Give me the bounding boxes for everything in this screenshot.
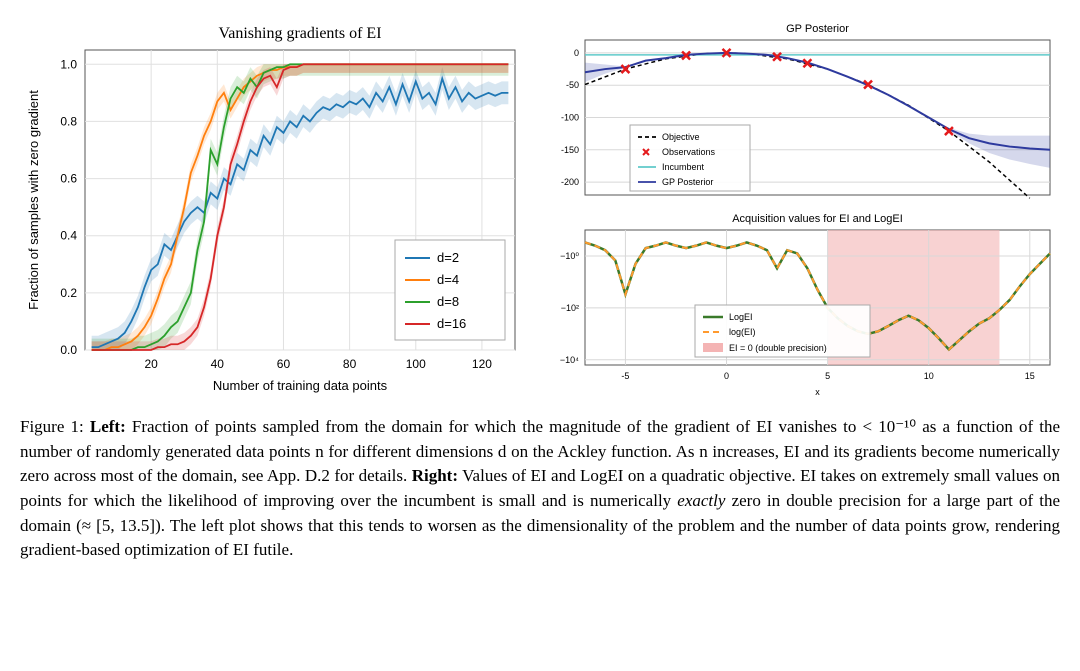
svg-text:0.8: 0.8	[60, 114, 77, 128]
svg-text:GP Posterior: GP Posterior	[662, 177, 713, 187]
svg-text:Acquisition values for EI and: Acquisition values for EI and LogEI	[732, 213, 903, 225]
svg-text:Fraction of samples with zero: Fraction of samples with zero gradient	[26, 90, 41, 310]
svg-text:d=2: d=2	[437, 250, 459, 265]
svg-text:60: 60	[277, 357, 291, 371]
svg-text:Number of training data points: Number of training data points	[213, 378, 388, 393]
svg-text:0.4: 0.4	[60, 229, 77, 243]
svg-text:Objective: Objective	[662, 132, 700, 142]
svg-text:-5: -5	[621, 371, 629, 381]
svg-text:−10⁴: −10⁴	[560, 355, 579, 365]
svg-text:0.0: 0.0	[60, 343, 77, 357]
svg-text:0.6: 0.6	[60, 172, 77, 186]
left-chart-svg: 20 40 60 80 100 120 0.0 0.2 0.4 0.6 0.8 1.0 Vanishin…	[20, 20, 530, 400]
svg-text:d=4: d=4	[437, 272, 459, 287]
caption-left-label: Left:	[90, 417, 126, 436]
svg-text:d=16: d=16	[437, 316, 466, 331]
svg-text:0: 0	[724, 371, 729, 381]
svg-text:5: 5	[825, 371, 830, 381]
caption-right-label: Right:	[412, 466, 458, 485]
svg-text:40: 40	[211, 357, 225, 371]
svg-text:120: 120	[472, 357, 492, 371]
svg-text:100: 100	[406, 357, 426, 371]
svg-text:log(EI): log(EI)	[729, 327, 756, 337]
caption-italic: exactly	[677, 491, 725, 510]
svg-text:−10⁰: −10⁰	[560, 251, 579, 261]
svg-text:x: x	[815, 387, 820, 397]
svg-text:LogEI: LogEI	[729, 312, 753, 322]
svg-text:d=8: d=8	[437, 294, 459, 309]
svg-text:-200: -200	[561, 177, 579, 187]
svg-text:Vanishing gradients of EI: Vanishing gradients of EI	[218, 25, 381, 42]
svg-text:Incumbent: Incumbent	[662, 162, 705, 172]
figure-caption: Figure 1: Left: Fraction of points sampl…	[20, 415, 1060, 563]
svg-text:10: 10	[924, 371, 934, 381]
svg-text:15: 15	[1025, 371, 1035, 381]
right-charts-panel: 0-50-100-150-200GP PosteriorObjectiveObs…	[540, 20, 1060, 400]
left-chart-panel: 20 40 60 80 100 120 0.0 0.2 0.4 0.6 0.8 1.0 Vanishin…	[20, 20, 530, 400]
caption-prefix: Figure 1:	[20, 417, 90, 436]
right-bottom-chart-svg: -5 0 5 10 15 −10⁰ −10² −10⁴ Acquisition values f…	[540, 210, 1060, 400]
svg-text:-100: -100	[561, 113, 579, 123]
svg-text:0: 0	[574, 48, 579, 58]
svg-text:-150: -150	[561, 145, 579, 155]
svg-text:0.2: 0.2	[60, 286, 77, 300]
svg-text:−10²: −10²	[561, 303, 579, 313]
svg-text:20: 20	[144, 357, 158, 371]
svg-text:EI = 0 (double precision): EI = 0 (double precision)	[729, 343, 827, 353]
svg-text:-50: -50	[566, 80, 579, 90]
svg-text:1.0: 1.0	[60, 57, 77, 71]
right-top-chart-svg: 0 -50 -100 -150 -200 GP Posterior Objective Obs…	[540, 20, 1060, 205]
svg-text:Observations: Observations	[662, 147, 716, 157]
figure-container: 204060801001200.00.20.40.60.81.0Vanishin…	[20, 20, 1060, 400]
svg-text:GP Posterior: GP Posterior	[786, 23, 849, 35]
svg-text:80: 80	[343, 357, 357, 371]
